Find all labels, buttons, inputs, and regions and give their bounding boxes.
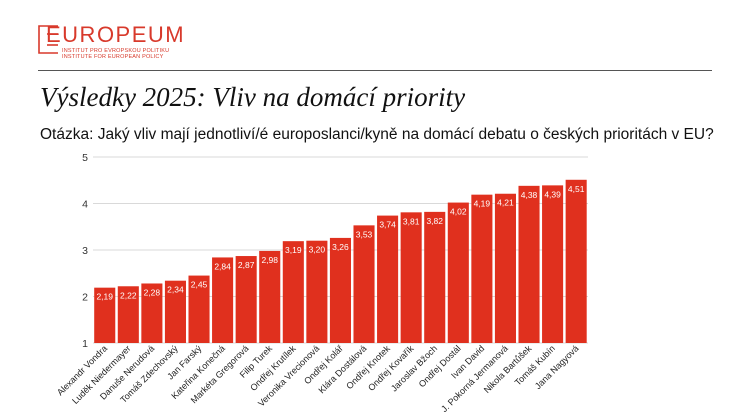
y-tick-label: 5	[82, 152, 88, 164]
bar-value-label: 3,81	[403, 216, 420, 226]
bar	[282, 241, 304, 343]
bar	[518, 185, 540, 343]
bar	[235, 256, 257, 343]
logo-wordmark: EUROPEUM	[46, 22, 186, 47]
bar	[141, 283, 163, 343]
bar-value-label: 2,22	[120, 290, 137, 300]
logo-tagline-en: Institute for European Policy	[62, 54, 164, 60]
bar-value-label: 2,84	[214, 261, 231, 271]
bar-value-label: 2,19	[96, 292, 113, 302]
bar	[494, 193, 516, 343]
bar	[306, 240, 328, 343]
bar	[94, 287, 116, 343]
header-divider	[38, 70, 712, 71]
bar-value-label: 4,21	[497, 198, 514, 208]
bar-value-label: 2,34	[167, 285, 184, 295]
bar-value-label: 3,26	[332, 242, 349, 252]
bar	[400, 212, 422, 343]
bar	[542, 185, 564, 343]
bar-value-label: 4,51	[568, 184, 585, 194]
bar-value-label: 4,02	[450, 207, 467, 217]
bar	[353, 225, 375, 343]
bar-value-label: 2,98	[261, 255, 278, 265]
bar	[329, 237, 351, 343]
bar	[212, 257, 234, 343]
bar	[117, 286, 139, 343]
survey-question: Otázka: Jaký vliv mají jednotliví/é euro…	[40, 126, 714, 143]
bar	[377, 215, 399, 343]
bar	[471, 194, 493, 343]
logo-tagline-cz: Institut pro evropskou politiku	[62, 48, 170, 54]
y-tick-label: 1	[82, 338, 88, 350]
europeum-logo: EUROPEUM Institut pro evropskou politiku…	[38, 22, 298, 60]
bar-value-label: 2,28	[144, 287, 161, 297]
bar-value-label: 3,82	[426, 216, 443, 226]
bar-value-label: 3,53	[356, 229, 373, 239]
bar-value-label: 4,38	[521, 190, 538, 200]
y-tick-label: 4	[82, 199, 88, 211]
bar-value-label: 3,19	[285, 245, 302, 255]
bar	[447, 202, 469, 343]
bar	[424, 211, 446, 343]
bar-value-label: 3,20	[309, 245, 326, 255]
y-tick-label: 2	[82, 292, 88, 304]
bar-value-label: 4,19	[474, 199, 491, 209]
bar-value-label: 2,45	[191, 280, 208, 290]
logo-bracket-icon	[38, 25, 58, 54]
bar	[565, 179, 587, 343]
bar-value-label: 4,39	[544, 189, 561, 199]
page-title: Výsledky 2025: Vliv na domácí priority	[40, 82, 466, 112]
bar	[164, 280, 186, 343]
y-tick-label: 3	[82, 245, 88, 257]
bar-value-label: 3,74	[379, 220, 396, 230]
bar	[259, 250, 281, 343]
bar	[188, 275, 210, 343]
bar-value-label: 2,87	[238, 260, 255, 270]
